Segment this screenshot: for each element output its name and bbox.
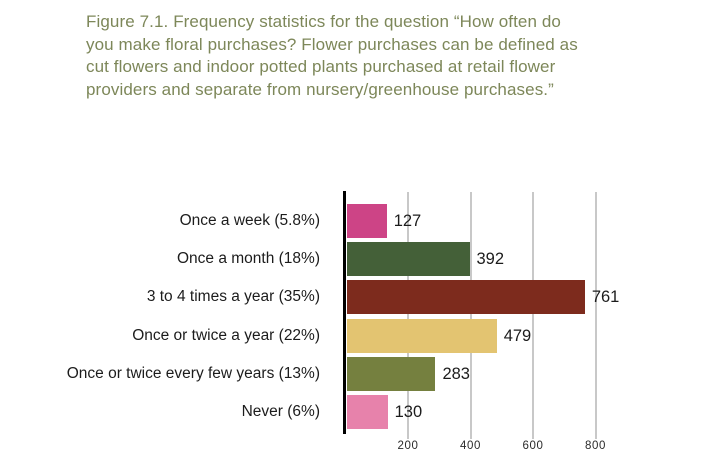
bar	[347, 280, 585, 315]
figure-title-line: you make floral purchases? Flower purcha…	[86, 34, 578, 54]
category-label: Once or twice a year (22%)	[132, 326, 320, 344]
bar	[347, 356, 436, 391]
x-axis-tick-label: 200	[397, 440, 419, 452]
gridline	[594, 192, 597, 439]
figure-title-line: providers and separate from nursery/gree…	[86, 79, 554, 99]
value-label: 127	[393, 212, 422, 230]
value-label: 761	[591, 288, 620, 307]
gridline	[532, 192, 534, 439]
bar	[347, 318, 497, 353]
category-label: Never (6%)	[241, 403, 320, 420]
x-axis-tick-label: 400	[460, 440, 481, 452]
y-axis-line	[343, 191, 346, 434]
figure-title-line: cut flowers and indoor potted plants pur…	[86, 57, 556, 77]
bar	[347, 204, 387, 238]
bar	[347, 395, 388, 429]
bar	[347, 242, 470, 277]
value-label: 479	[503, 326, 532, 345]
value-label: 392	[476, 250, 505, 269]
value-label: 283	[442, 364, 470, 383]
x-axis-tick-label: 800	[585, 440, 606, 452]
gridline	[469, 192, 472, 439]
figure-title-line: Figure 7.1. Frequency statistics for the…	[86, 12, 561, 31]
figure-title: Figure 7.1. Frequency statistics for the…	[86, 11, 666, 101]
category-label: 3 to 4 times a year (35%)	[146, 288, 320, 306]
category-label: Once a week (5.8%)	[179, 212, 320, 229]
gridline	[407, 192, 409, 439]
category-label: Once or twice every few years (13%)	[66, 364, 320, 382]
category-label: Once a month (18%)	[176, 250, 320, 268]
x-axis-tick-label: 600	[522, 440, 544, 452]
value-label: 130	[394, 403, 423, 421]
